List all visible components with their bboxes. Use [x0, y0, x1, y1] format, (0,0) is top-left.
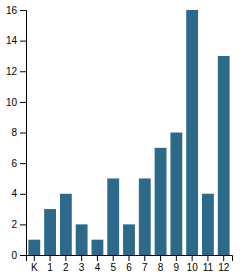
- x-tick-label: 6: [126, 262, 132, 273]
- x-tick-label: 5: [110, 262, 116, 273]
- y-tick-label: 16: [6, 5, 18, 16]
- x-tick-label: K: [31, 262, 38, 273]
- x-tick-label: 4: [95, 262, 101, 273]
- bar: [139, 178, 151, 255]
- x-tick: 1: [47, 255, 53, 273]
- x-tick-mark: [81, 255, 82, 261]
- bar: [123, 224, 135, 255]
- x-tick-label: 2: [63, 262, 69, 273]
- x-tick: K: [31, 255, 38, 273]
- x-tick-mark: [144, 255, 145, 261]
- x-tick-mark: [223, 255, 224, 261]
- bar: [76, 224, 88, 255]
- x-tick: 12: [218, 255, 230, 273]
- x-tick-mark: [50, 255, 51, 261]
- x-tick: 11: [203, 255, 214, 273]
- chart: 0246810121416K123456789101112: [0, 0, 240, 277]
- x-tick-mark: [192, 255, 193, 261]
- y-tick: 8: [11, 127, 26, 138]
- plot: 0246810121416K123456789101112: [6, 5, 233, 273]
- x-tick-label: 10: [187, 262, 199, 273]
- x-tick-mark: [113, 255, 114, 261]
- y-tick-mark: [20, 163, 26, 164]
- x-tick-mark: [129, 255, 130, 261]
- bar: [107, 178, 119, 255]
- y-tick-label: 6: [11, 158, 17, 169]
- y-tick-label: 4: [11, 188, 17, 199]
- bar: [186, 10, 198, 255]
- y-tick-mark: [20, 41, 26, 42]
- x-tick: 9: [174, 255, 180, 273]
- y-axis-line: [20, 11, 27, 256]
- x-tick-mark: [207, 255, 208, 261]
- x-tick-label: 9: [174, 262, 180, 273]
- x-tick-mark: [34, 255, 35, 261]
- y-tick-label: 8: [11, 127, 17, 138]
- x-tick: 8: [158, 255, 164, 273]
- y-tick: 0: [11, 250, 26, 261]
- x-tick: 2: [63, 255, 69, 273]
- y-tick: 16: [6, 5, 26, 16]
- x-tick: 5: [110, 255, 116, 273]
- x-tick-mark: [176, 255, 177, 261]
- x-axis: K123456789101112: [27, 255, 233, 273]
- y-tick-label: 0: [11, 250, 17, 261]
- x-tick: 3: [79, 255, 85, 273]
- x-tick: 6: [126, 255, 132, 273]
- bar: [202, 194, 214, 255]
- x-tick-label: 11: [203, 262, 214, 273]
- y-tick-label: 10: [6, 97, 18, 108]
- y-tick-mark: [20, 224, 26, 225]
- bar: [155, 148, 167, 255]
- bar: [92, 240, 104, 255]
- bars: [28, 10, 229, 255]
- y-tick-mark: [20, 194, 26, 195]
- x-tick: 7: [142, 255, 148, 273]
- y-tick: 14: [6, 35, 26, 46]
- x-tick: 10: [187, 255, 199, 273]
- x-tick-mark: [160, 255, 161, 261]
- y-tick-mark: [20, 255, 26, 256]
- y-tick: 2: [11, 219, 26, 230]
- y-tick: 6: [11, 158, 26, 169]
- x-axis-line: [27, 256, 233, 262]
- y-tick-label: 2: [11, 219, 17, 230]
- y-tick: 4: [11, 188, 26, 199]
- x-tick-label: 1: [47, 262, 53, 273]
- y-tick-label: 14: [6, 35, 18, 46]
- y-tick-mark: [20, 133, 26, 134]
- y-tick-label: 12: [6, 66, 18, 77]
- y-tick-mark: [20, 10, 26, 11]
- y-tick-mark: [20, 102, 26, 103]
- x-tick-label: 12: [218, 262, 230, 273]
- bar: [60, 194, 72, 255]
- x-tick-label: 7: [142, 262, 148, 273]
- x-tick-label: 8: [158, 262, 164, 273]
- x-tick-mark: [65, 255, 66, 261]
- bar: [170, 133, 182, 256]
- bar: [218, 56, 230, 255]
- y-axis: 0 2 4 6 8 10 12 14 16: [6, 5, 27, 261]
- bar: [44, 209, 56, 255]
- y-tick-mark: [20, 71, 26, 72]
- x-tick: 4: [95, 255, 101, 273]
- bar: [28, 240, 40, 255]
- y-tick: 12: [6, 66, 26, 77]
- y-tick: 10: [6, 97, 26, 108]
- x-tick-label: 3: [79, 262, 85, 273]
- x-tick-mark: [97, 255, 98, 261]
